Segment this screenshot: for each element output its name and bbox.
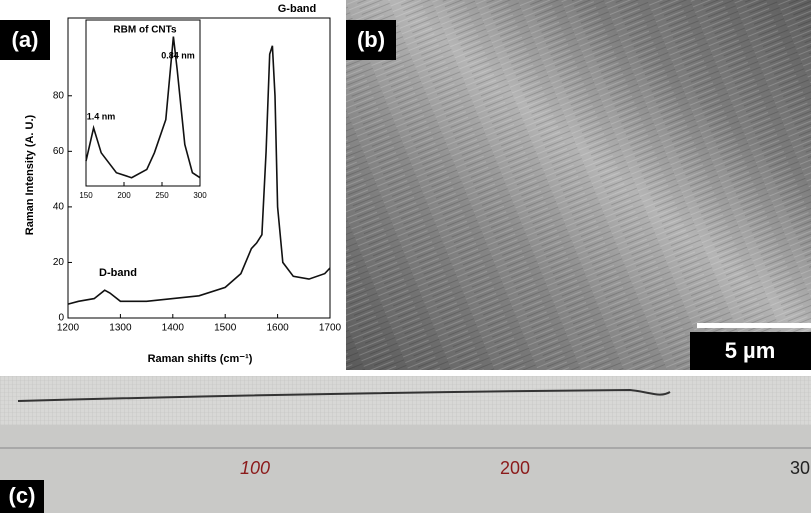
x-tick-label: 150 <box>79 191 93 200</box>
x-tick-label: 200 <box>117 191 131 200</box>
y-tick-label: 60 <box>53 146 65 157</box>
y-axis-label: Raman Intensity (A. U.) <box>24 114 36 235</box>
annotation: 0.84 nm <box>161 50 195 60</box>
x-tick-label: 1700 <box>319 323 342 334</box>
panel-label: (c) <box>9 483 36 508</box>
inset-frame <box>86 20 200 186</box>
annotation: D-band <box>99 267 137 279</box>
annotation: 1.4 nm <box>87 111 116 121</box>
y-tick-label: 80 <box>53 90 65 101</box>
figure: (b) 5 µm 100 200 30 (c) (a) Raman shifts… <box>0 0 811 513</box>
y-tick-label: 20 <box>53 257 65 268</box>
ruler-number: 30 <box>790 458 810 478</box>
x-tick-label: 300 <box>193 191 207 200</box>
scale-label: 5 µm <box>725 338 776 363</box>
panel-label: (a) <box>12 27 39 52</box>
ruler-number: 200 <box>500 458 530 478</box>
inset-title: RBM of CNTs <box>113 25 177 36</box>
sem-texture <box>346 0 811 370</box>
x-tick-label: 1200 <box>57 323 80 334</box>
x-tick-label: 250 <box>155 191 169 200</box>
x-tick-label: 1600 <box>266 323 289 334</box>
scale-bar <box>697 323 811 328</box>
x-tick-label: 1500 <box>214 323 237 334</box>
x-tick-label: 1400 <box>162 323 185 334</box>
ruler <box>0 425 811 513</box>
x-axis-label: Raman shifts (cm⁻¹) <box>148 353 253 365</box>
page: (b) 5 µm 100 200 30 (c) (a) Raman shifts… <box>0 0 811 518</box>
annotation: G-band <box>278 3 317 15</box>
y-tick-label: 40 <box>53 202 65 213</box>
y-tick-label: 0 <box>58 313 64 324</box>
panel-label: (b) <box>357 27 385 52</box>
x-tick-label: 1300 <box>109 323 132 334</box>
ruler-number: 100 <box>240 458 270 478</box>
